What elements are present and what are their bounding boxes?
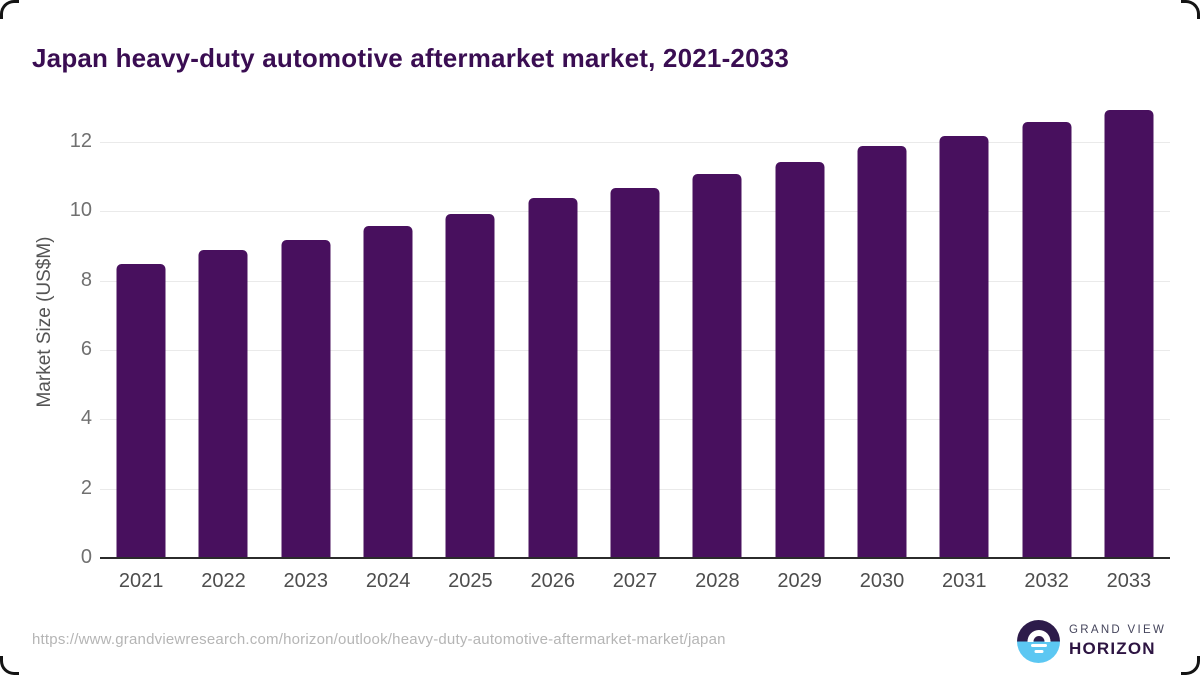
bar-2033: [1104, 110, 1154, 559]
reflection-dash-short: [1034, 650, 1043, 653]
y-tick-label: 12: [69, 130, 92, 152]
corner-border-top-left: [0, 0, 19, 19]
y-tick-label: 2: [80, 476, 92, 499]
x-tick-label-2022: 2022: [201, 570, 246, 592]
sun-arch-shape: [1027, 629, 1050, 642]
bar-2027: [610, 188, 660, 559]
bar-2031: [939, 136, 989, 559]
gridline: [100, 142, 1170, 143]
x-tick-label-2024: 2024: [365, 570, 411, 592]
bar-slot: [429, 143, 511, 559]
bar-slot: [182, 143, 264, 559]
x-tick-label-2028: 2028: [695, 570, 740, 592]
bar-slot: [923, 136, 1005, 559]
bar-slot: [676, 143, 758, 559]
bar-slot: [759, 143, 841, 559]
bar-2029: [775, 162, 825, 559]
bar-slot: [265, 143, 347, 559]
bar-2030: [857, 146, 907, 559]
y-tick-label: 6: [80, 338, 92, 360]
x-tick-label-2031: 2031: [942, 570, 987, 592]
bar-2026: [528, 198, 578, 559]
x-tick-label-2026: 2026: [530, 570, 575, 592]
source-url: https://www.grandviewresearch.com/horizo…: [32, 631, 726, 648]
bar-slot: [512, 143, 594, 559]
horizon-sun-logo-icon: [1017, 620, 1060, 663]
bar-slot: [594, 143, 676, 559]
x-tick-label-2032: 2032: [1024, 570, 1069, 592]
bar-2021: [116, 264, 166, 559]
plot-area: [100, 110, 1170, 559]
y-tick-label: 4: [80, 407, 92, 430]
bar-slot: [1005, 122, 1087, 559]
y-tick-label: 10: [69, 199, 92, 222]
y-axis-tick-labels: 0 2 4 6 8 10 12: [0, 130, 92, 568]
y-tick-label: 8: [80, 268, 92, 291]
corner-border-top-right: [1181, 0, 1200, 19]
x-tick-label-2025: 2025: [448, 570, 493, 592]
bar-2023: [281, 240, 331, 559]
bar-2024: [363, 226, 413, 559]
x-tick-label-2033: 2033: [1106, 570, 1152, 592]
corner-border-bottom-left: [0, 656, 19, 675]
x-tick-label-2029: 2029: [777, 570, 822, 592]
reflection-dash-wide: [1030, 644, 1047, 647]
chart-title: Japan heavy-duty automotive aftermarket …: [32, 43, 790, 74]
logo-grand-view-text: GRAND VIEW: [1069, 624, 1167, 636]
y-tick-label: 0: [80, 546, 92, 568]
bar-series: [100, 110, 1170, 559]
bar-slot: [100, 143, 182, 559]
corner-border-bottom-right: [1181, 656, 1200, 675]
grand-view-horizon-logo: GRAND VIEW HORIZON: [1017, 620, 1166, 663]
bar-2028: [692, 174, 742, 559]
bar-slot: [1088, 110, 1170, 559]
x-tick-label-2021: 2021: [118, 570, 164, 592]
x-axis-baseline: [100, 557, 1170, 559]
x-tick-label-2023: 2023: [283, 570, 329, 592]
logo-wordmark: GRAND VIEW HORIZON: [1069, 624, 1166, 659]
bar-slot: [841, 143, 923, 559]
bar-slot: [347, 143, 429, 559]
bar-2032: [1022, 122, 1072, 559]
bar-2025: [445, 214, 495, 559]
logo-horizon-text: HORIZON: [1069, 639, 1156, 658]
x-tick-label-2027: 2027: [612, 570, 658, 592]
bar-2022: [198, 250, 248, 559]
x-tick-label-2030: 2030: [859, 570, 905, 592]
x-axis-tick-labels: 2021 2022 2023 2024 2025 2026 2027 2028 2029 2030…: [100, 570, 1170, 593]
